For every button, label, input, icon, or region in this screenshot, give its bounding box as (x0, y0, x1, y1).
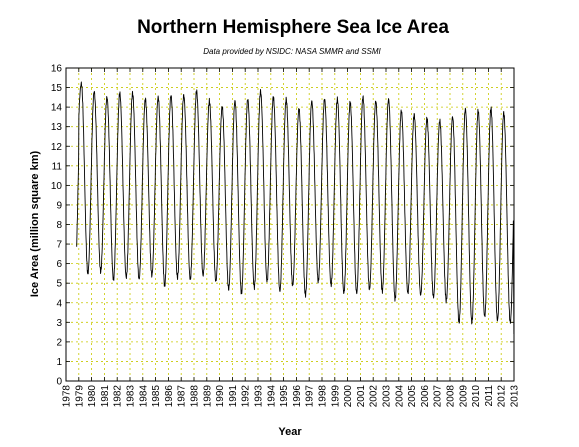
x-tick-label: 2008 (446, 385, 457, 408)
y-tick-label: 2 (56, 337, 62, 348)
x-tick-label: 2011 (484, 385, 495, 407)
y-tick-label: 12 (51, 142, 63, 153)
y-tick-label: 6 (56, 259, 62, 270)
x-tick-label: 1982 (113, 385, 124, 408)
x-tick-label: 1984 (138, 385, 149, 408)
data-layer (76, 81, 515, 335)
x-tick-label: 2013 (510, 385, 521, 408)
x-tick-label: 1989 (202, 385, 213, 408)
y-tick-label: 15 (51, 83, 63, 94)
x-tick-label: 2005 (407, 385, 418, 408)
x-tick-label: 2004 (394, 385, 405, 408)
y-tick-label: 8 (56, 220, 62, 231)
x-tick-label: 2007 (433, 385, 444, 408)
x-tick-label: 1979 (74, 385, 85, 408)
x-tick-label: 1991 (228, 385, 239, 408)
x-tick-label: 1978 (62, 385, 73, 408)
x-tick-label: 1985 (151, 385, 162, 408)
x-tick-label: 1998 (318, 385, 329, 408)
y-tick-label: 9 (56, 200, 62, 211)
x-tick-label: 1986 (164, 385, 175, 408)
y-tick-label: 14 (51, 103, 63, 114)
y-tick-label: 3 (56, 318, 62, 329)
x-tick-label: 2012 (497, 385, 508, 408)
x-tick-label: 1993 (254, 385, 265, 408)
x-tick-label: 1990 (215, 385, 226, 408)
y-tick-label: 13 (51, 122, 63, 133)
y-tick-label: 0 (56, 377, 62, 388)
x-tick-label: 2002 (369, 385, 380, 408)
x-tick-label: 2003 (382, 385, 393, 408)
y-tick-label: 7 (56, 240, 62, 251)
x-tick-label: 1988 (190, 385, 201, 408)
ice-area-line (76, 81, 515, 335)
x-axis: 1978 1979 1980 1981 1982 1983 1984 1985 1986 1987… (62, 68, 521, 407)
chart-subtitle: Data provided by NSIDC: NASA SMMR and SS… (203, 47, 381, 56)
y-tick-label: 16 (51, 64, 63, 75)
x-axis-label: Year (278, 426, 302, 438)
x-tick-label: 1980 (87, 385, 98, 408)
x-tick-label: 1994 (266, 385, 277, 408)
y-tick-label: 11 (52, 161, 63, 172)
x-tick-label: 1992 (241, 385, 252, 408)
x-tick-label: 2000 (343, 385, 354, 408)
x-tick-label: 1995 (279, 385, 290, 408)
y-tick-label: 4 (56, 298, 62, 309)
x-tick-label: 1981 (100, 385, 111, 408)
y-tick-label: 10 (51, 181, 63, 192)
x-tick-label: 1999 (330, 385, 341, 408)
y-tick-label: 5 (56, 279, 62, 290)
x-tick-label: 1987 (177, 385, 188, 408)
y-tick-label: 1 (56, 357, 62, 368)
x-tick-label: 1996 (292, 385, 303, 408)
grid (66, 68, 514, 381)
chart-title: Northern Hemisphere Sea Ice Area (137, 17, 449, 38)
x-tick-label: 2001 (356, 385, 367, 408)
x-tick-label: 2009 (458, 385, 469, 408)
x-tick-label: 1983 (126, 385, 137, 408)
y-axis-label: Ice Area (million square km) (29, 151, 41, 298)
x-tick-label: 2010 (471, 385, 482, 408)
x-tick-label: 2006 (420, 385, 431, 408)
x-tick-label: 1997 (305, 385, 316, 408)
